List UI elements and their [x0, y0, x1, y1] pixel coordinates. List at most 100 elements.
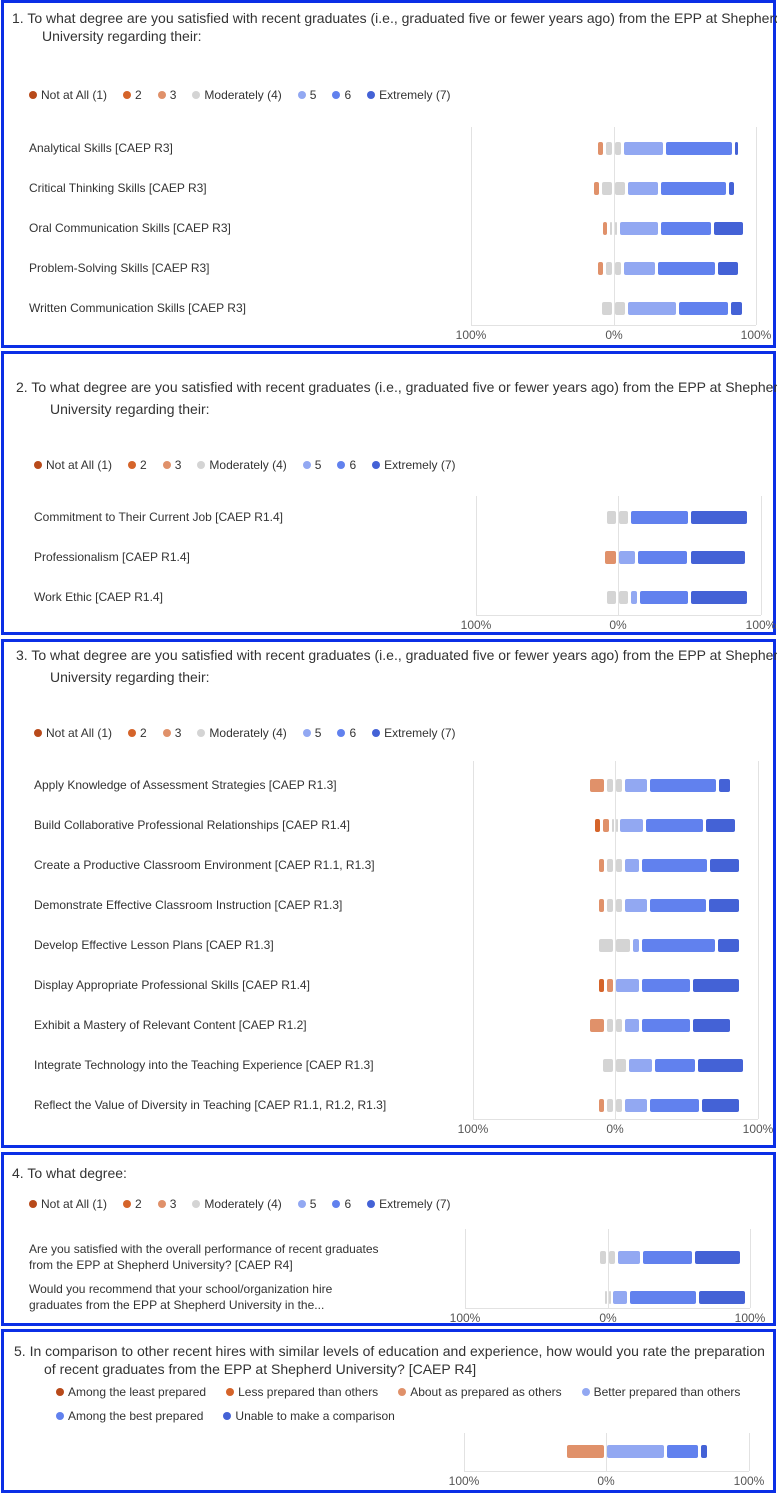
bar-segment-4[interactable]	[619, 591, 629, 604]
legend-item[interactable]: Extremely (7)	[372, 726, 456, 740]
bar-segment-6[interactable]	[650, 1099, 699, 1112]
legend-item[interactable]: 5	[297, 1197, 316, 1211]
bar-segment-4[interactable]	[609, 1251, 615, 1264]
legend-item[interactable]: 2	[128, 726, 147, 740]
bar-segment-4[interactable]	[602, 182, 612, 195]
bar-segment-7[interactable]	[729, 182, 734, 195]
legend-item[interactable]: Among the best prepared	[56, 1409, 203, 1423]
bar-segment-3[interactable]	[598, 1099, 605, 1112]
bar-segment-4[interactable]	[603, 1059, 613, 1072]
bar-segment-7[interactable]	[708, 899, 739, 912]
bar-segment-7[interactable]	[699, 1291, 745, 1304]
bar-segment-3[interactable]	[607, 979, 613, 992]
bar-segment-6[interactable]	[657, 262, 715, 275]
legend-item[interactable]: Among the least prepared	[56, 1385, 206, 1399]
legend-item[interactable]: Not at All (1)	[34, 458, 112, 472]
legend-item[interactable]: 3	[162, 726, 181, 740]
legend-item[interactable]: 6	[337, 458, 356, 472]
bar-segment-5[interactable]	[633, 939, 639, 952]
bar-segment-4[interactable]	[616, 779, 622, 792]
bar-segment-3[interactable]	[598, 899, 605, 912]
bar-segment-7[interactable]	[691, 591, 747, 604]
legend-item[interactable]: Extremely (7)	[367, 88, 451, 102]
bar-segment-3[interactable]	[597, 142, 604, 155]
legend-item[interactable]: 6	[337, 726, 356, 740]
bar-segment-7[interactable]	[714, 222, 743, 235]
bar-segment-6[interactable]	[641, 979, 691, 992]
legend-item[interactable]: Not at All (1)	[29, 1197, 107, 1211]
bar-segment-7[interactable]	[693, 1019, 731, 1032]
bar-segment-4[interactable]	[602, 302, 612, 315]
bar-segment-3[interactable]	[590, 779, 605, 792]
bar-segment-4[interactable]	[615, 222, 617, 235]
bar-segment-7[interactable]	[693, 979, 739, 992]
legend-item[interactable]: Moderately (4)	[192, 88, 282, 102]
bar-segment-2[interactable]	[598, 979, 605, 992]
bar-segment-7[interactable]	[718, 779, 731, 792]
legend-item[interactable]: 6	[332, 1197, 351, 1211]
legend-item[interactable]: Extremely (7)	[372, 458, 456, 472]
legend-item[interactable]: Extremely (7)	[367, 1197, 451, 1211]
bar-segment-7[interactable]	[697, 1059, 744, 1072]
bar-segment-3[interactable]	[604, 551, 616, 564]
bar-segment-5[interactable]	[627, 302, 677, 315]
bar-segment-4[interactable]	[606, 511, 616, 524]
bar-segment-4[interactable]	[616, 859, 622, 872]
bar-segment-6[interactable]	[650, 899, 706, 912]
legend-item[interactable]: Moderately (4)	[197, 726, 287, 740]
legend-item[interactable]: Moderately (4)	[197, 458, 287, 472]
bar-segment-5[interactable]	[628, 1059, 652, 1072]
bar-segment-4[interactable]	[606, 591, 616, 604]
bar-segment-4[interactable]	[607, 779, 613, 792]
legend-item[interactable]: 2	[123, 88, 142, 102]
legend-item[interactable]: About as prepared as others	[398, 1385, 562, 1399]
bar-segment-2[interactable]	[594, 819, 601, 832]
bar-segment-6[interactable]	[643, 1251, 692, 1264]
bar-segment-5[interactable]	[624, 779, 648, 792]
bar-segment-4[interactable]	[607, 1019, 613, 1032]
bar-segment-4[interactable]	[609, 1291, 611, 1304]
legend-item[interactable]: 3	[157, 88, 176, 102]
bar-segment-7[interactable]	[691, 511, 747, 524]
bar-segment-4[interactable]	[598, 939, 613, 952]
bar-segment-5[interactable]	[624, 1019, 639, 1032]
bar-segment-6[interactable]	[650, 779, 716, 792]
legend-item[interactable]: 5	[302, 458, 321, 472]
bar-segment-5[interactable]	[616, 979, 639, 992]
legend-item[interactable]: 5	[302, 726, 321, 740]
bar-segment-4[interactable]	[615, 182, 625, 195]
bar-segment-5[interactable]	[620, 222, 659, 235]
bar-segment-6[interactable]	[639, 591, 689, 604]
bar-segment-4[interactable]	[611, 819, 614, 832]
bar-segment-4[interactable]	[607, 1099, 613, 1112]
legend-item[interactable]: 2	[128, 458, 147, 472]
bar-segment-6[interactable]	[641, 1019, 691, 1032]
bar-segment-4[interactable]	[607, 899, 613, 912]
bar-segment-6[interactable]	[660, 182, 727, 195]
bar-segment-6[interactable]	[701, 1445, 707, 1458]
bar-segment-7[interactable]	[710, 859, 739, 872]
bar-segment-4[interactable]	[600, 1251, 606, 1264]
bar-segment-4[interactable]	[606, 142, 612, 155]
bar-segment-7[interactable]	[717, 262, 738, 275]
bar-segment-6[interactable]	[631, 511, 689, 524]
bar-segment-5[interactable]	[631, 591, 637, 604]
bar-segment-5[interactable]	[623, 142, 664, 155]
bar-segment-4[interactable]	[615, 262, 621, 275]
bar-segment-4[interactable]	[616, 899, 622, 912]
bar-segment-7[interactable]	[701, 1099, 739, 1112]
legend-item[interactable]: 6	[332, 88, 351, 102]
legend-item[interactable]: Not at All (1)	[34, 726, 112, 740]
bar-segment-5[interactable]	[667, 1445, 699, 1458]
bar-segment-7[interactable]	[730, 302, 743, 315]
legend-item[interactable]: 2	[123, 1197, 142, 1211]
bar-segment-3[interactable]	[590, 1019, 605, 1032]
bar-segment-4[interactable]	[607, 1445, 665, 1458]
bar-segment-6[interactable]	[630, 1291, 697, 1304]
bar-segment-5[interactable]	[617, 1251, 641, 1264]
bar-segment-6[interactable]	[641, 859, 708, 872]
bar-segment-7[interactable]	[690, 551, 745, 564]
bar-segment-4[interactable]	[619, 511, 629, 524]
bar-segment-4[interactable]	[616, 819, 618, 832]
bar-segment-4[interactable]	[607, 859, 613, 872]
